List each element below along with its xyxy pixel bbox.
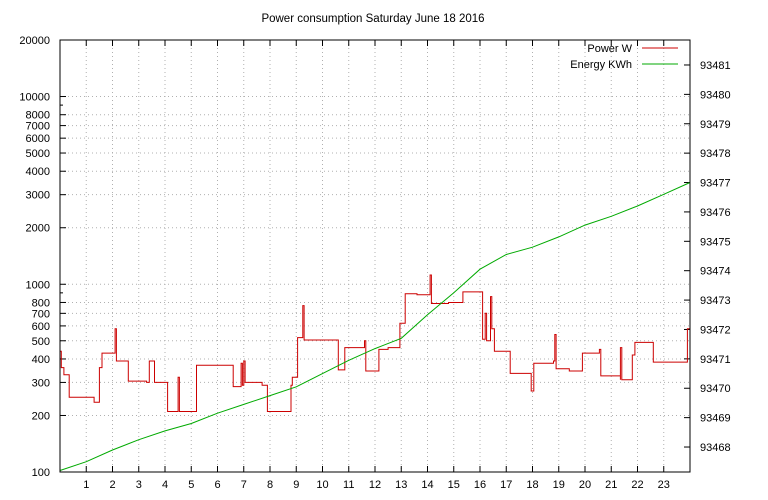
x-tick-label: 18 bbox=[526, 479, 538, 491]
y-left-tick-label: 700 bbox=[32, 308, 50, 320]
x-tick-label: 1 bbox=[83, 479, 89, 491]
x-tick-label: 19 bbox=[553, 479, 565, 491]
y-right-tick-label: 93473 bbox=[700, 295, 731, 307]
y-left-tick-label: 600 bbox=[32, 321, 50, 333]
energy-series-line bbox=[59, 182, 691, 471]
y-left-tick-label: 300 bbox=[32, 377, 50, 389]
x-tick-label: 2 bbox=[109, 479, 115, 491]
y-right-tick-label: 93481 bbox=[700, 60, 731, 72]
x-tick-label: 14 bbox=[421, 479, 433, 491]
power-series-line bbox=[60, 274, 691, 412]
legend: Power W Energy KWh bbox=[570, 43, 678, 71]
y-right-tick-label: 93476 bbox=[700, 207, 731, 219]
y-left-tick-label: 200 bbox=[32, 410, 50, 422]
y-left-tick-label: 10000 bbox=[19, 92, 50, 104]
x-tick-labels: 1 2 3 4 5 6 7 8 9 10 11 12 13 14 15 16 17 18 19 20 21 22 23 bbox=[83, 479, 670, 491]
x-tick-label: 22 bbox=[631, 479, 643, 491]
x-tick-label: 7 bbox=[241, 479, 247, 491]
y-right-tick-label: 93477 bbox=[700, 178, 731, 190]
x-tick-label: 3 bbox=[136, 479, 142, 491]
x-tick-label: 21 bbox=[605, 479, 617, 491]
y-right-tick-label: 93471 bbox=[700, 354, 731, 366]
x-tick-label: 15 bbox=[448, 479, 460, 491]
y-left-tick-label: 3000 bbox=[26, 190, 50, 202]
y-right-tick-label: 93469 bbox=[700, 413, 731, 425]
y-left-tick-label: 400 bbox=[32, 354, 50, 366]
y-left-tick-label: 800 bbox=[32, 297, 50, 309]
x-tick-label: 8 bbox=[267, 479, 273, 491]
plot-frame bbox=[59, 39, 691, 473]
y-left-tick-label: 6000 bbox=[26, 133, 50, 145]
y-right-tick-label: 93480 bbox=[700, 89, 731, 101]
chart-title: Power consumption Saturday June 18 2016 bbox=[261, 13, 484, 25]
x-tick-label: 4 bbox=[162, 479, 168, 491]
y-left-tick-label: 8000 bbox=[26, 110, 50, 122]
y-right-tick-label: 93468 bbox=[700, 442, 731, 454]
y-left-tick-label: 100 bbox=[32, 467, 50, 479]
x-tick-label: 13 bbox=[395, 479, 407, 491]
y-left-tick-label: 7000 bbox=[26, 121, 50, 133]
y-left-tick-label: 500 bbox=[32, 336, 50, 348]
y-right-tick-labels: 93468 93469 93470 93471 93472 93473 93474 93475… bbox=[700, 60, 731, 454]
x-tick-label: 16 bbox=[474, 479, 486, 491]
y-right-tick-label: 93479 bbox=[700, 119, 731, 131]
x-tick-label: 12 bbox=[369, 479, 381, 491]
x-tick-label: 20 bbox=[579, 479, 591, 491]
y-right-tick-label: 93474 bbox=[700, 266, 731, 278]
x-tick-label: 17 bbox=[500, 479, 512, 491]
y-left-tick-label: 2000 bbox=[26, 223, 50, 235]
x-tick-label: 23 bbox=[658, 479, 670, 491]
legend-label: Power W bbox=[587, 43, 632, 55]
series-lines bbox=[59, 182, 691, 471]
x-tick-label: 10 bbox=[316, 479, 328, 491]
grid-lines bbox=[60, 40, 690, 472]
y-left-tick-label: 5000 bbox=[26, 148, 50, 160]
x-tick-label: 11 bbox=[343, 479, 354, 491]
y-right-tick-label: 93472 bbox=[700, 324, 731, 336]
y-right-tick-label: 93470 bbox=[700, 383, 731, 395]
x-tick-label: 9 bbox=[293, 479, 299, 491]
y-left-tick-label: 1000 bbox=[26, 279, 50, 291]
y-right-tick-label: 93475 bbox=[700, 236, 731, 248]
y-right-tick-label: 93478 bbox=[700, 148, 731, 160]
y-left-tick-label: 4000 bbox=[26, 166, 50, 178]
x-tick-label: 5 bbox=[188, 479, 194, 491]
x-tick-label: 6 bbox=[214, 479, 220, 491]
y-left-tick-label: 20000 bbox=[19, 35, 50, 47]
legend-label: Energy KWh bbox=[570, 59, 632, 71]
